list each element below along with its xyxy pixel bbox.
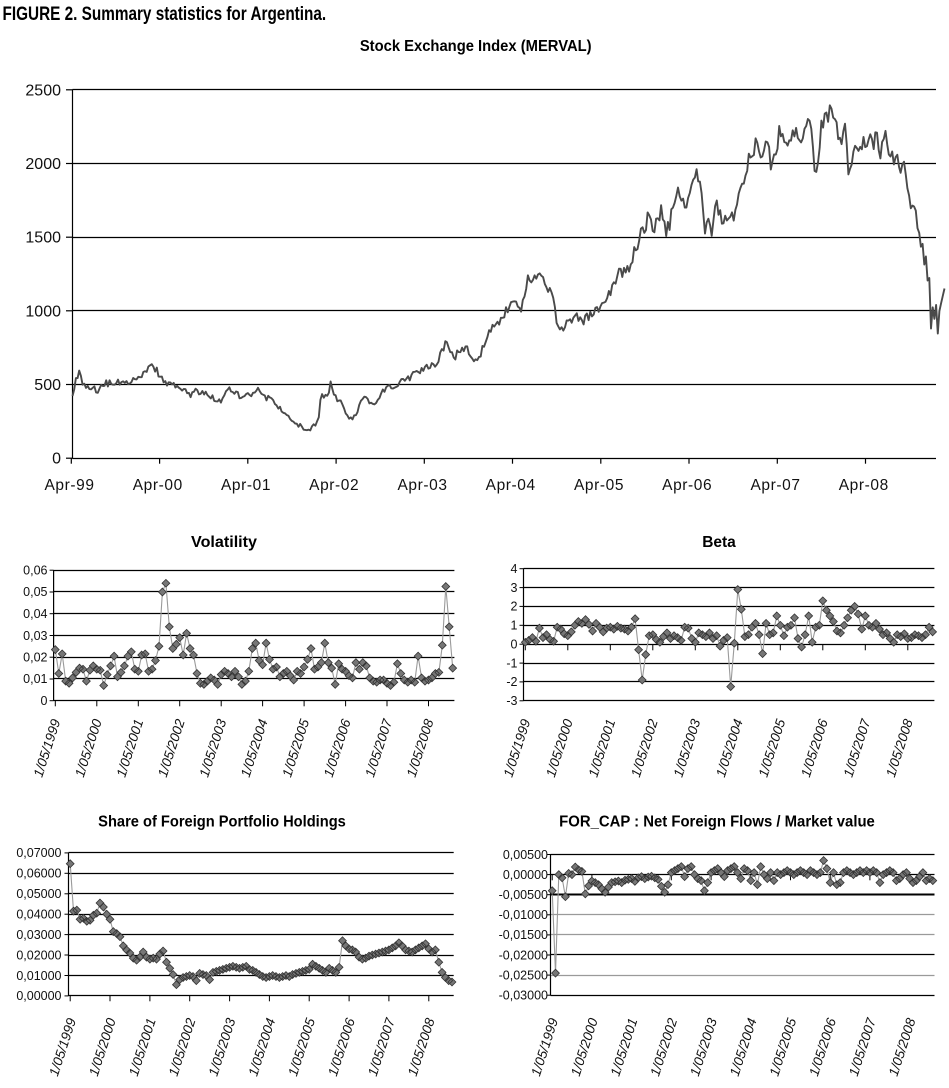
svg-text:0: 0 bbox=[511, 638, 518, 652]
svg-text:Apr-06: Apr-06 bbox=[662, 477, 712, 494]
svg-text:2500: 2500 bbox=[25, 82, 61, 99]
svg-text:0,02000: 0,02000 bbox=[16, 948, 61, 962]
svg-text:2: 2 bbox=[511, 600, 518, 614]
svg-text:Apr-05: Apr-05 bbox=[574, 477, 624, 494]
svg-text:0,03000: 0,03000 bbox=[16, 928, 61, 942]
svg-text:-0,02500: -0,02500 bbox=[499, 968, 548, 982]
svg-text:Share of Foreign Portfolio Hol: Share of Foreign Portfolio Holdings bbox=[98, 813, 346, 830]
svg-text:0: 0 bbox=[41, 694, 48, 708]
svg-text:1: 1 bbox=[511, 619, 518, 633]
svg-text:0,07000: 0,07000 bbox=[16, 846, 61, 860]
svg-text:0,05000: 0,05000 bbox=[16, 887, 61, 901]
svg-text:Apr-07: Apr-07 bbox=[750, 477, 800, 494]
svg-text:FIGURE 2. Summary statistics f: FIGURE 2. Summary statistics for Argenti… bbox=[3, 2, 327, 24]
svg-text:0,00500: 0,00500 bbox=[503, 848, 548, 862]
svg-text:Volatility: Volatility bbox=[191, 534, 257, 551]
svg-text:Apr-02: Apr-02 bbox=[309, 477, 359, 494]
svg-text:0,00000: 0,00000 bbox=[16, 989, 61, 1003]
svg-text:Apr-00: Apr-00 bbox=[133, 477, 183, 494]
svg-text:-2: -2 bbox=[506, 675, 517, 689]
svg-text:0,05: 0,05 bbox=[23, 585, 47, 599]
svg-text:-0,03000: -0,03000 bbox=[499, 989, 548, 1003]
svg-text:1500: 1500 bbox=[25, 230, 61, 247]
svg-text:Beta: Beta bbox=[702, 534, 736, 551]
svg-text:-0,01000: -0,01000 bbox=[499, 908, 548, 922]
svg-text:3: 3 bbox=[511, 581, 518, 595]
svg-text:0,01000: 0,01000 bbox=[16, 969, 61, 983]
svg-text:Apr-08: Apr-08 bbox=[839, 477, 889, 494]
svg-text:0,06000: 0,06000 bbox=[16, 867, 61, 881]
svg-text:-0,00500: -0,00500 bbox=[499, 888, 548, 902]
svg-text:-0,02000: -0,02000 bbox=[499, 948, 548, 962]
svg-text:1000: 1000 bbox=[25, 303, 61, 320]
svg-text:0,04000: 0,04000 bbox=[16, 908, 61, 922]
svg-text:0,04: 0,04 bbox=[23, 607, 47, 621]
svg-text:-3: -3 bbox=[506, 694, 517, 708]
svg-text:Apr-99: Apr-99 bbox=[44, 477, 94, 494]
svg-text:-0,01500: -0,01500 bbox=[499, 928, 548, 942]
svg-text:Stock Exchange Index (MERVAL): Stock Exchange Index (MERVAL) bbox=[360, 37, 592, 55]
svg-text:FOR_CAP : Net Foreign Flows /: FOR_CAP : Net Foreign Flows / Market val… bbox=[559, 813, 875, 830]
svg-text:0,06: 0,06 bbox=[23, 564, 47, 578]
svg-text:0,02: 0,02 bbox=[23, 651, 47, 665]
svg-text:0,01: 0,01 bbox=[23, 672, 47, 686]
svg-text:0,03: 0,03 bbox=[23, 629, 47, 643]
svg-text:0: 0 bbox=[52, 451, 61, 468]
svg-text:-1: -1 bbox=[506, 656, 517, 670]
svg-text:Apr-03: Apr-03 bbox=[397, 477, 447, 494]
svg-text:0,00000: 0,00000 bbox=[503, 868, 548, 882]
svg-text:Apr-04: Apr-04 bbox=[486, 477, 536, 494]
svg-text:4: 4 bbox=[511, 562, 518, 576]
svg-text:Apr-01: Apr-01 bbox=[221, 477, 271, 494]
svg-text:2000: 2000 bbox=[25, 156, 61, 173]
svg-text:500: 500 bbox=[34, 377, 61, 394]
